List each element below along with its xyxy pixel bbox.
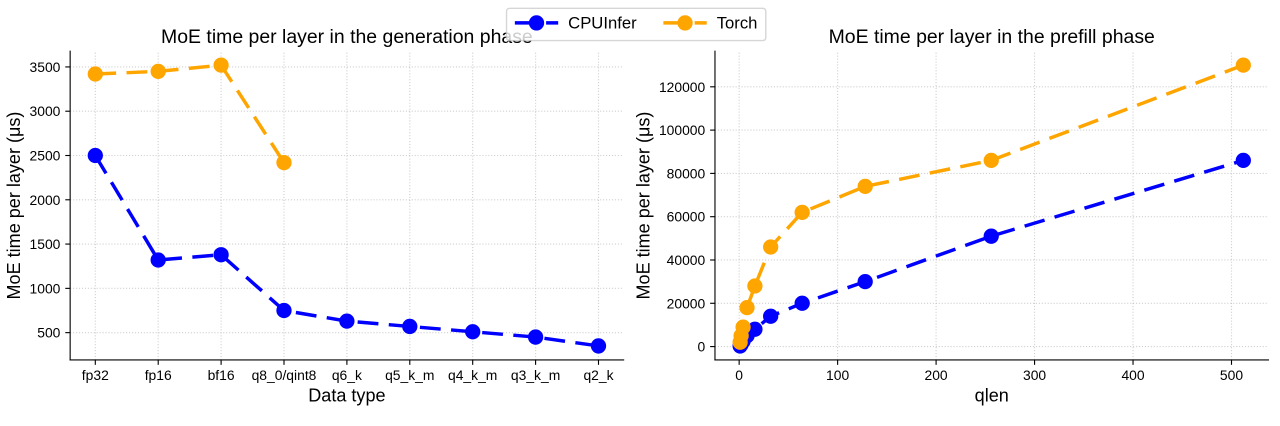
svg-text:Torch: Torch	[717, 14, 758, 33]
svg-text:MoE time per layer in the pref: MoE time per layer in the prefill phase	[829, 26, 1155, 48]
svg-text:q6_k: q6_k	[332, 367, 362, 383]
svg-text:0: 0	[735, 367, 743, 383]
svg-text:120000: 120000	[659, 79, 706, 95]
svg-text:3000: 3000	[30, 103, 61, 119]
svg-text:100: 100	[826, 367, 849, 383]
svg-text:40000: 40000	[667, 252, 706, 268]
svg-text:qlen: qlen	[975, 385, 1009, 405]
svg-text:400: 400	[1121, 367, 1144, 383]
svg-text:Data type: Data type	[308, 385, 385, 405]
svg-text:fp32: fp32	[82, 367, 109, 383]
svg-text:MoE time per layer (μs): MoE time per layer (μs)	[4, 112, 24, 300]
svg-text:CPUInfer: CPUInfer	[568, 14, 637, 33]
svg-text:q5_k_m: q5_k_m	[385, 367, 434, 383]
svg-text:q2_k: q2_k	[583, 367, 613, 383]
svg-text:80000: 80000	[667, 165, 706, 181]
svg-text:1000: 1000	[30, 280, 61, 296]
svg-text:0: 0	[698, 339, 706, 355]
svg-text:q4_k_m: q4_k_m	[448, 367, 497, 383]
svg-text:200: 200	[925, 367, 948, 383]
svg-text:q8_0/qint8: q8_0/qint8	[252, 367, 317, 383]
svg-text:300: 300	[1023, 367, 1046, 383]
svg-text:q3_k_m: q3_k_m	[511, 367, 560, 383]
svg-text:500: 500	[37, 325, 60, 341]
svg-text:3500: 3500	[30, 59, 61, 75]
svg-text:500: 500	[1220, 367, 1243, 383]
svg-text:20000: 20000	[667, 295, 706, 311]
svg-text:bf16: bf16	[208, 367, 235, 383]
svg-text:fp16: fp16	[145, 367, 172, 383]
svg-text:1500: 1500	[30, 236, 61, 252]
svg-text:100000: 100000	[659, 122, 706, 138]
svg-text:60000: 60000	[667, 209, 706, 225]
svg-text:MoE time per layer (μs): MoE time per layer (μs)	[634, 112, 654, 300]
svg-text:MoE time per layer in the gene: MoE time per layer in the generation pha…	[161, 26, 533, 48]
svg-text:2000: 2000	[30, 192, 61, 208]
svg-text:2500: 2500	[30, 148, 61, 164]
